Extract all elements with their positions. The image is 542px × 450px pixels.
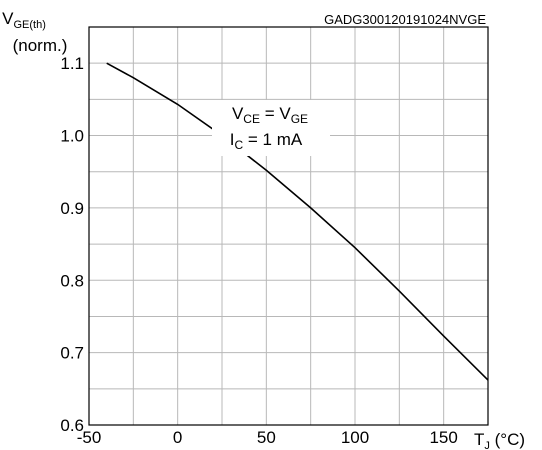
- annotation-ic-mid: = 1 mA: [243, 130, 303, 149]
- x-axis-label-main: T: [474, 430, 484, 449]
- plot-frame: [88, 26, 489, 426]
- y-tick-labels: 0.6 0.7 0.8 0.9 1.0 1.1: [60, 54, 84, 435]
- x-tick-labels: -50 0 50 100 150: [77, 428, 458, 447]
- annotation-vce-main: V: [232, 104, 244, 123]
- grid: [89, 27, 488, 425]
- y-tick-label: 0.7: [60, 344, 84, 363]
- x-tick-label: 150: [429, 428, 457, 447]
- figure-code: GADG300120191024NVGE: [324, 12, 486, 27]
- x-tick-label: 0: [173, 428, 182, 447]
- x-tick-label: 50: [257, 428, 276, 447]
- curve-layer: [106, 62, 489, 381]
- annotation-vce-mid: = V: [260, 104, 291, 123]
- series-line: [106, 62, 489, 381]
- annotation-vce-sub2: GE: [291, 112, 308, 126]
- y-tick-label: 1.0: [60, 127, 84, 146]
- annotation-ic-main: I: [230, 130, 235, 149]
- x-tick-label: -50: [77, 428, 102, 447]
- y-axis-label-line2: (norm.): [13, 36, 68, 55]
- annotation-ic-sub: C: [235, 138, 244, 152]
- y-tick-label: 0.6: [60, 416, 84, 435]
- annotation-vce: VCE = VGE: [232, 104, 308, 126]
- annotation-backdrop: [212, 100, 330, 156]
- x-axis-label: TJ (°C): [474, 430, 525, 450]
- y-axis-label-sub: GE(th): [13, 19, 45, 31]
- y-tick-label: 0.8: [60, 271, 84, 290]
- y-tick-label: 1.1: [60, 54, 84, 73]
- x-axis-label-sub: J: [484, 440, 490, 450]
- x-tick-label: 100: [341, 428, 369, 447]
- y-tick-label: 0.9: [60, 199, 84, 218]
- y-axis-label: VGE(th): [2, 9, 46, 31]
- x-axis-label-unit: (°C): [490, 430, 525, 449]
- annotation-vce-sub: CE: [243, 112, 260, 126]
- annotation-ic: IC = 1 mA: [230, 130, 303, 152]
- y-axis-label-main: V: [2, 9, 14, 28]
